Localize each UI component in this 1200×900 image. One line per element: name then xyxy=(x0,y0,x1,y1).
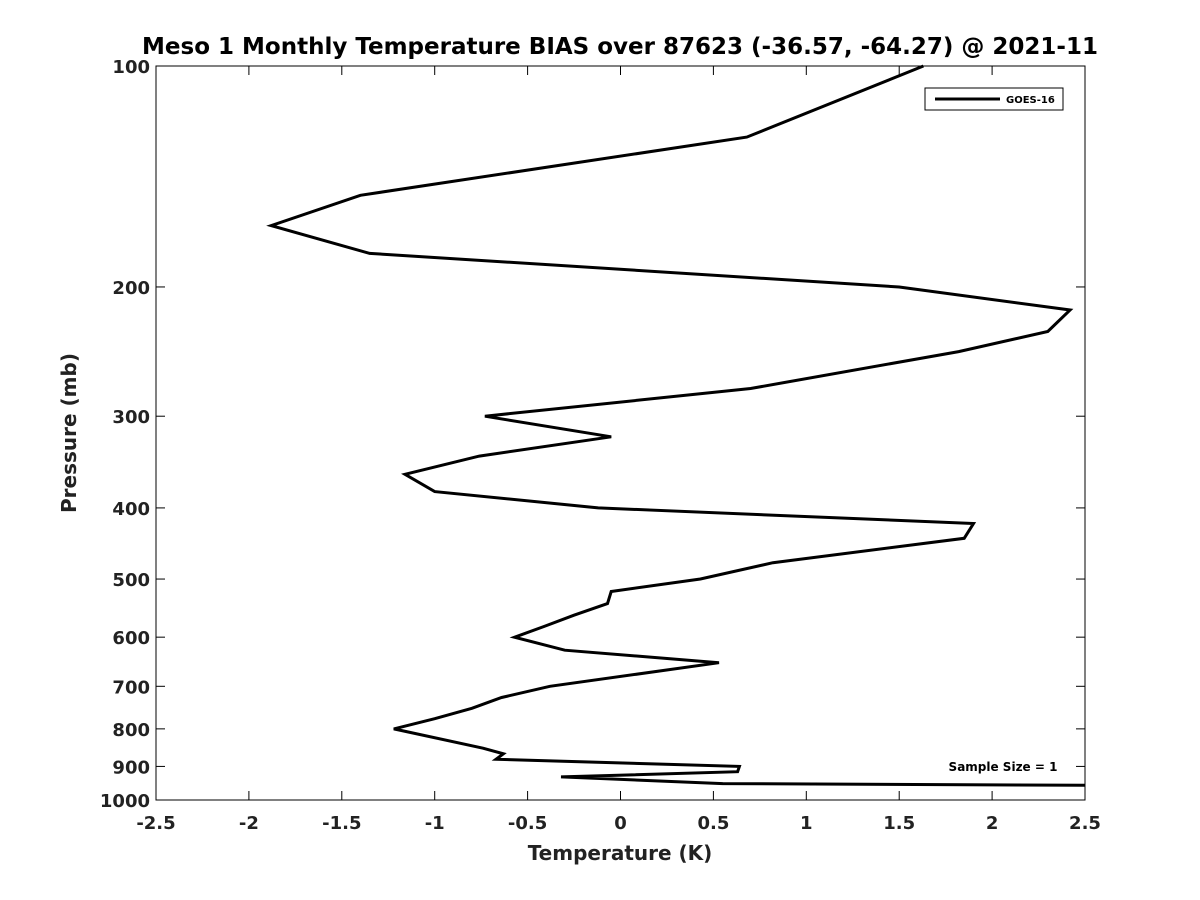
y-axis-label: Pressure (mb) xyxy=(57,353,81,513)
y-tick-label: 400 xyxy=(112,499,150,520)
y-tick-label: 600 xyxy=(112,628,150,649)
x-tick-label: 1 xyxy=(800,813,813,834)
sample-size-annotation: Sample Size = 1 xyxy=(949,760,1058,774)
legend: GOES-16 xyxy=(924,87,1064,111)
plot-area: -2.5 -2 -1.5 -1 -0.5 0 0.5 1 1.5 2 2.5 100 200 300 40… xyxy=(100,57,1101,834)
x-axis: -2.5 -2 -1.5 -1 -0.5 0 0.5 1 1.5 2 2.5 xyxy=(136,66,1101,834)
chart-title: Meso 1 Monthly Temperature BIAS over 876… xyxy=(142,34,1098,60)
y-axis: 100 200 300 400 500 600 700 800 900 1000 xyxy=(100,57,1085,812)
x-tick-label: -2 xyxy=(239,813,259,834)
y-tick-label: 500 xyxy=(112,570,150,591)
x-tick-label: -2.5 xyxy=(136,813,175,834)
y-tick-label: 1000 xyxy=(100,791,150,812)
legend-entry-goes-16: GOES-16 xyxy=(1006,95,1055,106)
x-tick-label: 2 xyxy=(986,813,999,834)
x-tick-label: 0.5 xyxy=(697,813,729,834)
x-tick-label: 2.5 xyxy=(1069,813,1101,834)
y-tick-label: 300 xyxy=(112,407,150,428)
y-tick-label: 700 xyxy=(112,677,150,698)
y-tick-label: 900 xyxy=(112,757,150,778)
x-tick-label: -1.5 xyxy=(322,813,361,834)
y-tick-label: 800 xyxy=(112,720,150,741)
x-tick-label: -0.5 xyxy=(508,813,547,834)
x-tick-label: -1 xyxy=(425,813,445,834)
x-axis-label: Temperature (K) xyxy=(528,841,713,865)
y-tick-label: 100 xyxy=(112,57,150,78)
y-tick-label: 200 xyxy=(112,278,150,299)
series-line-goes-16 xyxy=(266,64,1086,787)
x-tick-label: 0 xyxy=(614,813,627,834)
x-tick-label: 1.5 xyxy=(883,813,915,834)
